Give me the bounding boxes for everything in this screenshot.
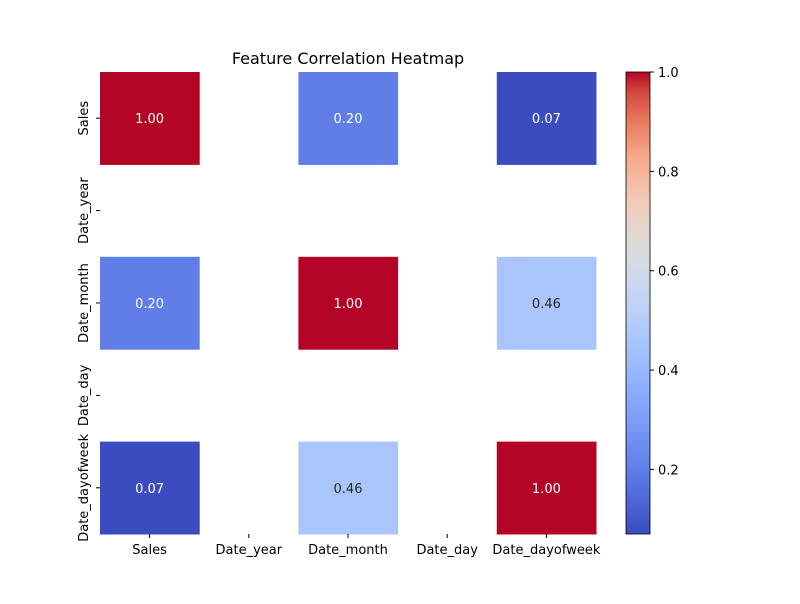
cell-value-label: 0.07 [532, 112, 561, 127]
colorbar-gradient [626, 72, 650, 534]
x-tick-label: Sales [132, 543, 167, 558]
heatmap-cells [100, 72, 597, 535]
heatmap-annotations: 1.00 0.20 0.07 0.20 1.00 0.46 0.07 0.46 1.00 [135, 112, 561, 497]
heatmap-cell [298, 72, 399, 165]
heatmap-cell [100, 72, 200, 165]
cell-value-label: 1.00 [334, 297, 363, 312]
colorbar-tick-label: 0.2 [658, 463, 679, 478]
heatmap-cell [298, 256, 399, 350]
heatmap-cell [100, 256, 200, 350]
y-tick-label: Date_month [77, 263, 92, 343]
x-tick-label: Date_month [308, 543, 388, 558]
cell-value-label: 0.46 [532, 297, 561, 312]
colorbar-tick-label: 0.8 [658, 165, 679, 180]
y-axis: Sales Date_year Date_month Date_day Date_day… [77, 101, 100, 542]
y-tick-label: Date_year [77, 177, 92, 244]
x-tick-label: Date_year [216, 543, 283, 558]
heatmap-cell [100, 441, 200, 535]
cell-value-label: 0.20 [334, 112, 363, 127]
y-tick-label: Date_day [77, 364, 92, 426]
colorbar-tick-label: 0.6 [658, 265, 679, 280]
cell-value-label: 0.46 [334, 482, 363, 497]
heatmap-cell [298, 441, 399, 535]
colorbar-tick-label: 0.4 [658, 364, 679, 379]
cell-value-label: 1.00 [135, 112, 164, 127]
colorbar-frame [625, 71, 651, 535]
y-tick-label: Date_dayofweek [77, 433, 92, 541]
chart-title: Feature Correlation Heatmap [232, 49, 464, 68]
y-tick-label: Sales [77, 101, 92, 136]
heatmap-cell [496, 72, 597, 165]
colorbar: 0.2 0.4 0.6 0.8 1.0 [625, 66, 679, 535]
colorbar-tick-label: 1.0 [658, 66, 679, 81]
heatmap-cell [496, 256, 597, 350]
heatmap-cell [496, 441, 597, 535]
cell-value-label: 0.07 [135, 482, 164, 497]
x-axis: Sales Date_year Date_month Date_day Date_day… [132, 534, 601, 558]
cell-value-label: 0.20 [135, 297, 164, 312]
cell-value-label: 1.00 [532, 482, 561, 497]
x-tick-label: Date_day [416, 543, 478, 558]
x-tick-label: Date_dayofweek [492, 543, 600, 558]
